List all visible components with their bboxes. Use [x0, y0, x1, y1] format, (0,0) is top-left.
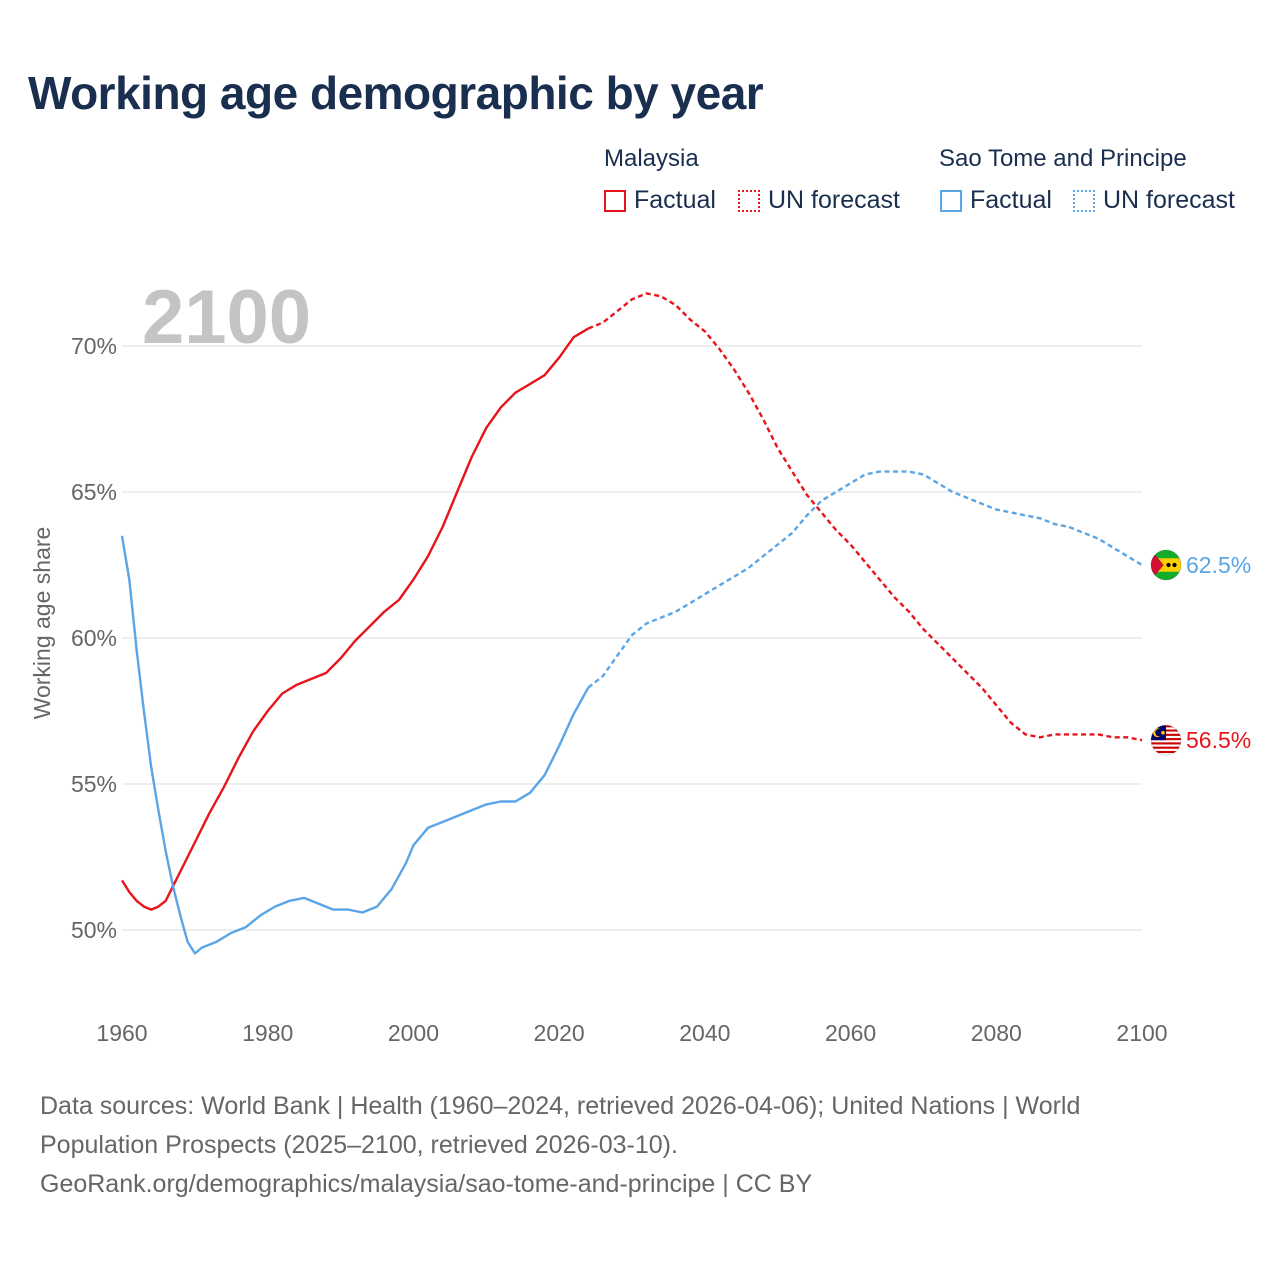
x-tick-label: 2020: [534, 1020, 585, 1046]
end-value-label: 56.5%: [1186, 727, 1251, 753]
data-sources: Data sources: World Bank | Health (1960–…: [40, 1087, 1220, 1204]
end-labels: 56.5% 62.5%: [1186, 552, 1251, 753]
x-tick-label: 1960: [96, 1020, 147, 1046]
x-tick-label: 1980: [242, 1020, 293, 1046]
x-tick-label: 2040: [679, 1020, 730, 1046]
series-line-forecast[interactable]: [587, 292, 1143, 742]
x-tick-label: 2100: [1116, 1020, 1167, 1046]
y-axis-title: Working age share: [29, 527, 55, 720]
series-line-forecast[interactable]: [587, 470, 1143, 689]
sources-link[interactable]: GeoRank.org/demographics/malaysia/sao-to…: [40, 1170, 813, 1198]
sources-line-2: Population Prospects (2025–2100, retriev…: [40, 1131, 678, 1159]
y-axis-ticks: 50% 55% 60% 65% 70%: [71, 333, 117, 943]
grid-lines: [122, 345, 1142, 931]
legend-malaysia-factual[interactable]: Factual: [604, 186, 716, 215]
chart-title: Working age demographic by year: [28, 67, 764, 119]
legend-swatch-solid: [604, 189, 626, 212]
legend-malaysia-forecast[interactable]: UN forecast: [738, 186, 900, 215]
current-year-label: 2100: [142, 275, 311, 360]
y-tick-label: 70%: [71, 333, 117, 359]
x-tick-label: 2060: [825, 1020, 876, 1046]
legend-swatch-dotted: [1073, 189, 1095, 212]
legend-sao-tome-factual[interactable]: Factual: [940, 186, 1052, 215]
x-tick-label: 2080: [971, 1020, 1022, 1046]
legend-swatch-dotted: [738, 189, 760, 212]
y-tick-label: 50%: [71, 917, 117, 943]
legend-label: Factual: [634, 186, 716, 214]
y-tick-label: 60%: [71, 625, 117, 651]
line-chart: 50% 55% 60% 65% 70% 1960 1980 2000 2020 2040 2060…: [29, 275, 1251, 1046]
series-lines: [120, 292, 1143, 955]
legend-label: UN forecast: [768, 186, 900, 214]
series-line-factual[interactable]: [120, 535, 590, 955]
legend-label: UN forecast: [1103, 186, 1235, 214]
legend-label: Factual: [970, 186, 1052, 214]
sources-line-1: Data sources: World Bank | Health (1960–…: [40, 1092, 1081, 1120]
y-tick-label: 55%: [71, 771, 117, 797]
end-value-label: 62.5%: [1186, 552, 1251, 578]
legend-group-sao-tome: Sao Tome and Principe: [939, 145, 1187, 172]
malaysia-flag: [1150, 724, 1182, 756]
x-tick-label: 2000: [388, 1020, 439, 1046]
series-line-factual[interactable]: [120, 327, 589, 911]
end-flags: [1150, 549, 1182, 756]
y-tick-label: 65%: [71, 479, 117, 505]
legend-group-malaysia: Malaysia: [604, 145, 699, 172]
x-axis-ticks: 1960 1980 2000 2020 2040 2060 2080 2100: [96, 1020, 1167, 1046]
legend-swatch-solid: [940, 189, 962, 212]
sao-tome-and-principe-flag: [1150, 549, 1182, 581]
legend-sao-tome-forecast[interactable]: UN forecast: [1073, 186, 1235, 215]
